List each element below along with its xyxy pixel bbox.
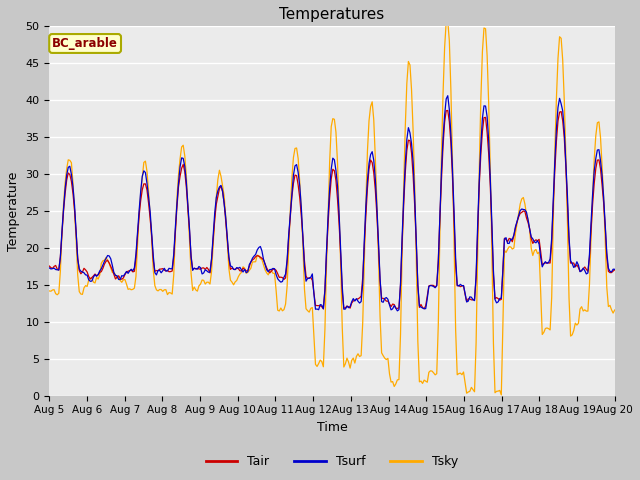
Title: Temperatures: Temperatures <box>280 7 385 22</box>
Tsurf <box>611 266 618 272</box>
Tsurf <box>394 308 401 314</box>
Tair <box>582 266 590 272</box>
Tsky <box>497 392 505 398</box>
Tsky <box>611 307 618 313</box>
Tsurf <box>233 264 241 270</box>
Tsurf <box>243 270 250 276</box>
Text: BC_arable: BC_arable <box>52 37 118 50</box>
Tsky <box>292 145 300 151</box>
Tair <box>292 173 300 179</box>
Tsky <box>214 177 221 182</box>
Legend: Tair, Tsurf, Tsky: Tair, Tsurf, Tsky <box>201 450 463 473</box>
Tair <box>45 263 53 269</box>
Tsky <box>243 270 250 276</box>
Tair <box>243 268 250 274</box>
Tsurf <box>115 276 122 282</box>
Tsurf <box>582 271 590 277</box>
X-axis label: Time: Time <box>317 421 348 434</box>
Tsurf <box>45 265 53 271</box>
Tsky <box>444 18 452 24</box>
Tair <box>319 306 327 312</box>
Tsurf <box>214 188 221 194</box>
Tsky <box>233 277 241 283</box>
Tsurf <box>292 162 300 168</box>
Tsurf <box>444 93 452 98</box>
Tair <box>233 265 241 271</box>
Tair <box>115 273 122 279</box>
Tair <box>611 267 618 273</box>
Tsky <box>582 308 590 314</box>
Line: Tsky: Tsky <box>49 21 614 395</box>
Tair <box>444 108 452 113</box>
Y-axis label: Temperature: Temperature <box>7 171 20 251</box>
Tsky <box>45 288 53 294</box>
Line: Tair: Tair <box>49 110 614 309</box>
Tair <box>214 194 221 200</box>
Tsky <box>115 275 122 281</box>
Line: Tsurf: Tsurf <box>49 96 614 311</box>
